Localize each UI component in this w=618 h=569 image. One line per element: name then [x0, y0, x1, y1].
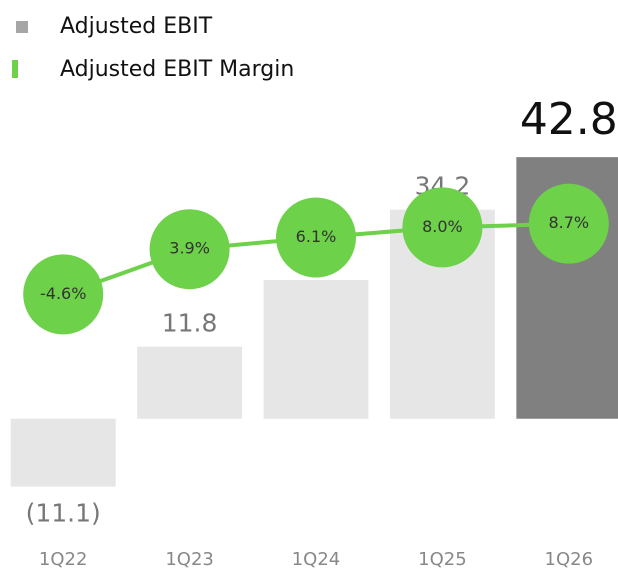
margin-marker: [402, 187, 483, 268]
x-tick-label: 1Q25: [418, 549, 467, 569]
bar-value-label: 11.8: [162, 309, 218, 338]
margin-value-label: 3.9%: [169, 239, 210, 258]
bar-value-label: (11.1): [26, 499, 101, 528]
margin-marker: [149, 209, 230, 290]
x-tick-label: 1Q22: [39, 549, 88, 569]
x-tick-label: 1Q24: [292, 549, 341, 569]
margin-marker: [23, 254, 104, 335]
margin-value-label: 8.7%: [548, 213, 589, 232]
bar: [263, 279, 369, 419]
x-tick-label: 1Q23: [165, 549, 214, 569]
margin-value-label: 6.1%: [296, 227, 337, 246]
bar: [10, 418, 116, 487]
bar-value-label: 42.8: [520, 94, 618, 145]
bar: [137, 346, 243, 419]
legend-label: Adjusted EBIT Margin: [60, 57, 294, 82]
legend-swatch: [12, 60, 18, 78]
margin-marker: [528, 183, 609, 264]
legend-label: Adjusted EBIT: [60, 14, 213, 39]
legend-swatch: [16, 21, 28, 33]
x-tick-label: 1Q26: [545, 549, 594, 569]
margin-value-label: 8.0%: [422, 217, 463, 236]
margin-value-label: -4.6%: [40, 284, 86, 303]
margin-marker: [276, 197, 356, 278]
